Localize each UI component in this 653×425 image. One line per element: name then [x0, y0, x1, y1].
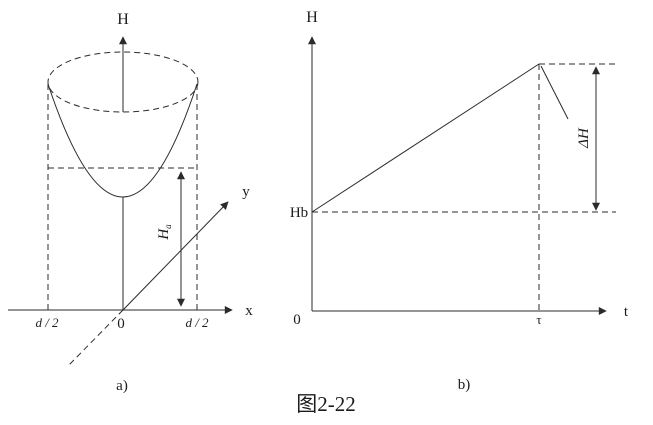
b-t-axis-label: t [624, 304, 629, 320]
a-y-axis-dashed [67, 309, 124, 367]
diagram-a: H x y Ha 0 d / 2 d / 2 [8, 11, 253, 394]
diagram-b: H t 0 ΔH Hb τ b) [290, 9, 629, 393]
b-tau-label: τ [536, 312, 541, 327]
figure-caption: 图2-22 [296, 392, 356, 416]
b-origin-label: 0 [293, 312, 301, 328]
b-caption: b) [458, 377, 471, 393]
a-d-half-right-label: d / 2 [185, 315, 209, 330]
a-x-axis-label: x [245, 303, 253, 319]
a-ha-label-main: H [156, 228, 172, 241]
b-delta-h-leader-line [540, 65, 569, 120]
b-rising-line [311, 63, 540, 213]
a-y-axis [122, 201, 229, 311]
a-caption: a) [116, 378, 128, 394]
b-hb-label: Hb [290, 205, 308, 221]
a-rim-ellipse [47, 51, 199, 113]
a-y-axis-label: y [242, 184, 250, 200]
b-delta-h-label: ΔH [576, 127, 592, 149]
a-ha-label-subscript: a [163, 224, 173, 229]
a-d-half-left-label: d / 2 [35, 315, 59, 330]
a-h-axis-label: H [117, 11, 129, 28]
a-origin-label: 0 [117, 316, 125, 332]
b-h-axis-label: H [306, 9, 318, 26]
a-ha-label: Ha [156, 224, 173, 241]
